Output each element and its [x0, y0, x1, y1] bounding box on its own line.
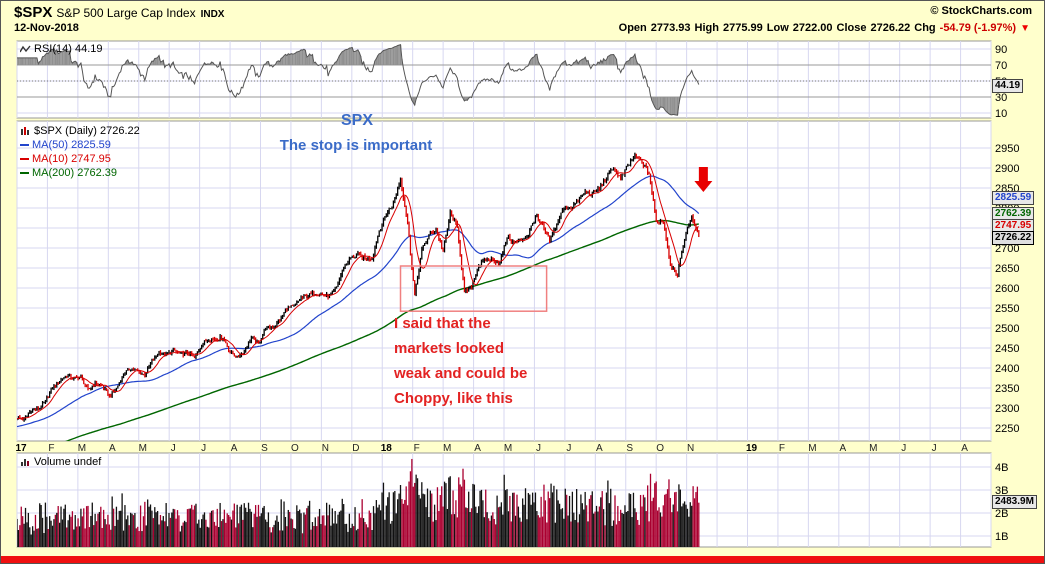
volume-legend-label: Volume undef	[34, 456, 102, 468]
ma50-value-box: 2825.59	[992, 191, 1035, 205]
rsi-value-box: 44.19	[992, 79, 1024, 93]
svg-text:2500: 2500	[995, 323, 1019, 335]
annotation-red-line3: weak and could be	[394, 365, 528, 382]
svg-text:3B: 3B	[995, 485, 1008, 497]
svg-text:F: F	[414, 443, 420, 454]
price-legend-label: $SPX (Daily) 2726.22	[34, 125, 140, 137]
header: $SPX S&P 500 Large Cap Index INDX	[14, 4, 224, 22]
ma50-line-sample	[20, 144, 29, 146]
svg-text:A: A	[839, 443, 846, 454]
rsi-legend-label: RSI(14) 44.19	[34, 43, 103, 55]
svg-text:D: D	[352, 443, 359, 454]
svg-text:J: J	[566, 443, 571, 454]
svg-text:2550: 2550	[995, 303, 1019, 315]
svg-text:J: J	[171, 443, 176, 454]
svg-text:S: S	[626, 443, 633, 454]
svg-text:70: 70	[995, 60, 1007, 72]
open-label: Open	[618, 22, 647, 34]
chart-date: 12-Nov-2018	[14, 22, 79, 34]
volume-icon	[21, 459, 29, 466]
volume-legend: Volume undef	[20, 456, 101, 468]
svg-text:J: J	[901, 443, 906, 454]
rsi-legend: RSI(14) 44.19	[20, 43, 102, 55]
svg-text:O: O	[291, 443, 299, 454]
open-value: 2773.93	[650, 22, 691, 34]
svg-text:F: F	[48, 443, 54, 454]
svg-text:F: F	[779, 443, 785, 454]
svg-text:2350: 2350	[995, 383, 1019, 395]
indicator-icon	[20, 45, 31, 53]
chg-down-arrow-icon: ▼	[1020, 23, 1030, 34]
high-value: 2775.99	[723, 22, 763, 34]
index-name: S&P 500 Large Cap Index	[56, 6, 196, 20]
chg-value: -54.79 (-1.97%)	[939, 22, 1017, 34]
close-value: 2726.22	[870, 22, 911, 34]
chg-label: Chg	[914, 22, 936, 34]
price-chart-icon	[21, 127, 29, 135]
ma10-line-sample	[20, 158, 29, 160]
volume-value-box: 2483.9M	[992, 495, 1037, 509]
svg-text:30: 30	[995, 92, 1007, 104]
ma50-legend-label: MA(50) 2825.59	[32, 139, 111, 151]
svg-text:18: 18	[381, 443, 393, 454]
svg-text:M: M	[808, 443, 816, 454]
ma200-legend-label: MA(200) 2762.39	[32, 167, 117, 179]
svg-text:19: 19	[746, 443, 758, 454]
price-legend: $SPX (Daily) 2726.22 MA(50) 2825.59 MA(1…	[20, 124, 140, 180]
svg-text:10: 10	[995, 108, 1007, 120]
svg-text:M: M	[78, 443, 86, 454]
svg-text:A: A	[596, 443, 603, 454]
svg-text:A: A	[961, 443, 968, 454]
ma200-line-sample	[20, 172, 29, 174]
svg-text:2950: 2950	[995, 143, 1019, 155]
svg-text:2400: 2400	[995, 363, 1019, 375]
svg-text:M: M	[504, 443, 512, 454]
svg-text:2600: 2600	[995, 283, 1019, 295]
svg-text:M: M	[139, 443, 147, 454]
svg-text:J: J	[932, 443, 937, 454]
annotation-red-text: I said that the markets looked weak and …	[394, 311, 527, 411]
annotation-red-line1: I said that the	[394, 315, 491, 332]
svg-text:A: A	[109, 443, 116, 454]
svg-text:M: M	[869, 443, 877, 454]
svg-text:A: A	[474, 443, 481, 454]
svg-text:J: J	[536, 443, 541, 454]
bottom-red-bar	[1, 556, 1044, 563]
svg-text:O: O	[656, 443, 664, 454]
svg-text:2700: 2700	[995, 243, 1019, 255]
exchange-label: INDX	[200, 9, 225, 20]
high-label: High	[694, 22, 719, 34]
svg-text:2250: 2250	[995, 423, 1019, 435]
ohlc-readout: Open 2773.93 High 2775.99 Low 2722.00 Close 272…	[615, 22, 1030, 34]
ma10-value-box: 2747.95	[992, 219, 1035, 233]
low-label: Low	[766, 22, 789, 34]
annotation-red-line2: markets looked	[394, 340, 505, 357]
close-label: Close	[836, 22, 867, 34]
low-value: 2722.00	[792, 22, 833, 34]
svg-text:J: J	[201, 443, 206, 454]
annotation-blue-spx: SPX	[340, 112, 373, 129]
annotation-red-line4: Choppy, like this	[394, 390, 513, 407]
svg-text:A: A	[231, 443, 238, 454]
svg-text:1B: 1B	[995, 531, 1008, 543]
svg-text:N: N	[687, 443, 694, 454]
svg-text:4B: 4B	[995, 462, 1008, 474]
svg-text:90: 90	[995, 44, 1007, 56]
last-price-box: 2726.22	[992, 231, 1035, 245]
svg-text:S: S	[261, 443, 268, 454]
annotation-blue-stop: The stop is important	[279, 137, 433, 154]
svg-text:2450: 2450	[995, 343, 1019, 355]
stockcharts-credit: © StockCharts.com	[930, 5, 1032, 17]
svg-text:M: M	[443, 443, 451, 454]
svg-text:17: 17	[15, 443, 27, 454]
svg-text:N: N	[322, 443, 329, 454]
ma10-legend-label: MA(10) 2747.95	[32, 153, 111, 165]
svg-text:2650: 2650	[995, 263, 1019, 275]
symbol: $SPX	[14, 4, 53, 21]
svg-text:2300: 2300	[995, 403, 1019, 415]
svg-text:2B: 2B	[995, 508, 1008, 520]
svg-text:2900: 2900	[995, 163, 1019, 175]
